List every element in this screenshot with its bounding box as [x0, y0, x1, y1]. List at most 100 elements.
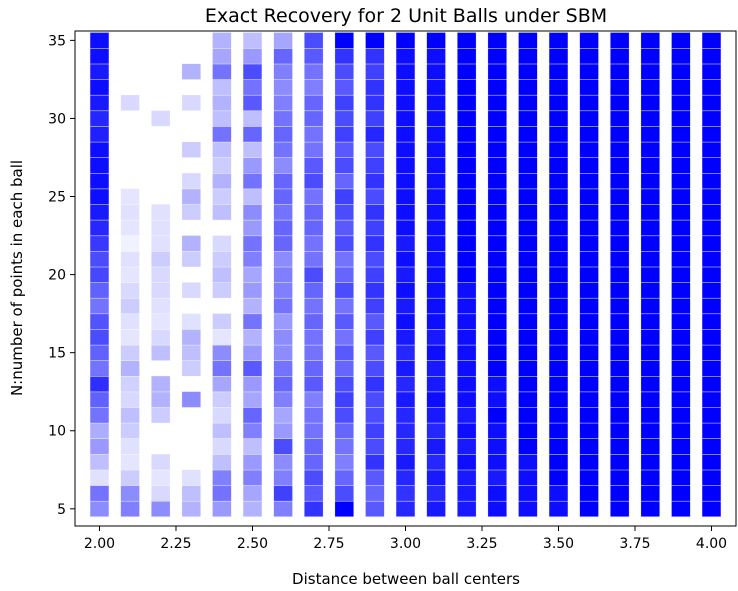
heatmap-cell [121, 220, 140, 236]
heatmap-cell [702, 376, 721, 392]
heatmap-cell [151, 267, 170, 283]
heatmap-cell [518, 329, 537, 345]
heatmap-cell [702, 298, 721, 314]
heatmap-cell [396, 282, 415, 298]
x-tick-label: 3.75 [619, 536, 650, 552]
chart-title: Exact Recovery for 2 Unit Balls under SB… [205, 5, 607, 27]
heatmap-cell [518, 126, 537, 142]
heatmap-cell [702, 345, 721, 361]
heatmap-cell [90, 298, 109, 314]
heatmap-cell [427, 142, 446, 158]
heatmap-cell [457, 267, 476, 283]
heatmap-cell [182, 142, 201, 158]
heatmap-cell [457, 235, 476, 251]
heatmap-cell [702, 32, 721, 48]
heatmap-cell [457, 454, 476, 470]
heatmap-cell [488, 235, 507, 251]
heatmap-cell [365, 485, 384, 501]
heatmap-cell [90, 173, 109, 189]
heatmap-cell [212, 470, 231, 486]
heatmap-cell [641, 189, 660, 205]
heatmap-cell [304, 423, 323, 439]
heatmap-cell [335, 235, 354, 251]
heatmap-cell [610, 220, 629, 236]
heatmap-cell [518, 485, 537, 501]
heatmap-cell [365, 267, 384, 283]
heatmap-cell [457, 392, 476, 408]
heatmap-cell [304, 501, 323, 517]
heatmap-cell [212, 64, 231, 80]
heatmap-cell [702, 329, 721, 345]
heatmap-cell [151, 470, 170, 486]
heatmap-cell [304, 110, 323, 126]
heatmap-cell [151, 220, 170, 236]
x-tick-label: 4.00 [696, 536, 727, 552]
heatmap-cell [702, 407, 721, 423]
heatmap-cell [671, 48, 690, 64]
heatmap-cell [427, 251, 446, 267]
heatmap-cell [549, 267, 568, 283]
heatmap-cell [90, 501, 109, 517]
heatmap-cell [488, 126, 507, 142]
heatmap-cell [121, 470, 140, 486]
heatmap-cell [335, 79, 354, 95]
heatmap-cell [702, 423, 721, 439]
heatmap-cell [671, 235, 690, 251]
heatmap-cell [671, 392, 690, 408]
heatmap-cell [427, 64, 446, 80]
heatmap-cell [549, 204, 568, 220]
heatmap-cell [702, 470, 721, 486]
heatmap-cell [274, 313, 293, 329]
heatmap-cell [518, 173, 537, 189]
heatmap-cell [702, 189, 721, 205]
heatmap-cell [90, 235, 109, 251]
heatmap-cell [580, 392, 599, 408]
heatmap-cell [243, 423, 262, 439]
heatmap-cell [121, 423, 140, 439]
heatmap-cell [90, 157, 109, 173]
heatmap-cell [396, 423, 415, 439]
heatmap-cell [427, 126, 446, 142]
heatmap-cell [580, 438, 599, 454]
heatmap-cell [610, 95, 629, 111]
heatmap-cell [549, 79, 568, 95]
heatmap-cell [274, 392, 293, 408]
x-tick-label: 3.00 [390, 536, 421, 552]
heatmap-cell [488, 95, 507, 111]
heatmap-cell [243, 32, 262, 48]
heatmap-cell [518, 376, 537, 392]
heatmap-cell [702, 173, 721, 189]
heatmap-cell [396, 329, 415, 345]
heatmap-cell [488, 298, 507, 314]
heatmap-cell [212, 267, 231, 283]
heatmap-cell [488, 142, 507, 158]
heatmap-cell [274, 251, 293, 267]
heatmap-cell [427, 32, 446, 48]
heatmap-cell [702, 501, 721, 517]
heatmap-cell [243, 173, 262, 189]
y-tick-label: 15 [48, 346, 66, 362]
heatmap-cell [518, 95, 537, 111]
heatmap-cell [274, 204, 293, 220]
heatmap-cell [335, 64, 354, 80]
heatmap-cell [151, 235, 170, 251]
heatmap-cell [549, 142, 568, 158]
heatmap-cell [641, 220, 660, 236]
heatmap-cell [702, 204, 721, 220]
heatmap-cell [365, 329, 384, 345]
heatmap-cell [243, 251, 262, 267]
heatmap-cell [518, 282, 537, 298]
heatmap-cell [243, 204, 262, 220]
heatmap-cell [610, 110, 629, 126]
heatmap-cell [212, 454, 231, 470]
heatmap-cell [90, 204, 109, 220]
heatmap-cell [396, 204, 415, 220]
heatmap-cell [212, 360, 231, 376]
heatmap-cell [518, 142, 537, 158]
heatmap-cell [212, 126, 231, 142]
heatmap-cell [457, 251, 476, 267]
heatmap-cell [151, 345, 170, 361]
heatmap-cell [427, 407, 446, 423]
heatmap-cell [427, 485, 446, 501]
heatmap-cell [457, 220, 476, 236]
